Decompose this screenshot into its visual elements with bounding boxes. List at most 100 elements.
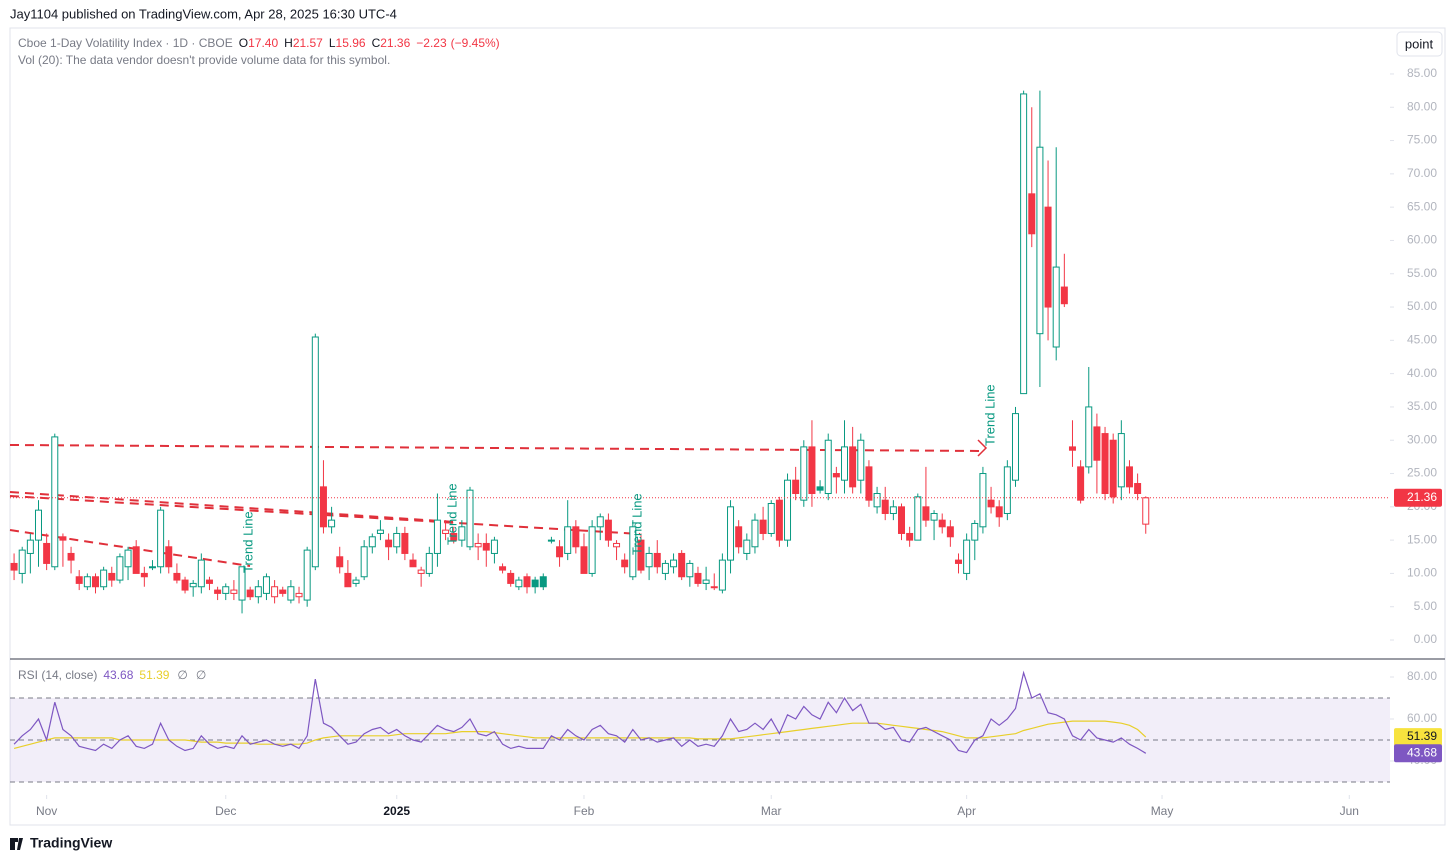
candle-body	[1142, 497, 1150, 525]
candle-body	[1093, 426, 1101, 461]
candle-body	[889, 506, 897, 514]
candle-body	[767, 502, 775, 534]
candle-body	[596, 516, 604, 528]
rsi-na: ∅	[196, 668, 206, 682]
candle-body	[148, 566, 156, 569]
y-tick-label: 70.00	[1407, 166, 1437, 180]
candle-body	[1134, 483, 1142, 495]
candle-body	[898, 506, 906, 534]
y-tick-label: 30.00	[1407, 432, 1437, 446]
candle-body	[433, 519, 441, 554]
candle-body	[914, 496, 922, 541]
ohlc-value: 21.57	[293, 36, 323, 50]
ohlc-prefix: O	[239, 36, 248, 50]
candle-body	[710, 586, 718, 589]
point-button[interactable]	[1396, 31, 1443, 57]
y-tick-label: 35.00	[1407, 399, 1437, 413]
y-tick-label: 10.00	[1407, 566, 1437, 580]
candle-body	[881, 499, 889, 514]
rsi-na: ∅	[177, 668, 187, 682]
y-tick-label: 60.00	[1407, 233, 1437, 247]
candle-body	[539, 576, 547, 588]
candle-body	[83, 576, 91, 588]
candle-body	[653, 552, 661, 568]
y-tick-label: 45.00	[1407, 333, 1437, 347]
point-button-label[interactable]: point	[1405, 36, 1434, 51]
footer-logo: TradingView	[30, 835, 112, 851]
candle-body	[108, 572, 116, 581]
candle-body	[1117, 433, 1125, 488]
ohlc-value: 17.40	[248, 36, 278, 50]
header: Jay1104 published on TradingView.com, Ap…	[10, 6, 397, 21]
candle-body	[694, 572, 702, 584]
candle-body	[946, 526, 954, 538]
candle-body	[556, 546, 564, 558]
candle-body	[759, 519, 767, 534]
last-price-label: 21.36	[1407, 490, 1437, 504]
candle-body	[474, 542, 482, 548]
candle-body	[1028, 193, 1036, 235]
x-tick-label: Feb	[574, 804, 595, 818]
annotation: Trend Line	[982, 384, 997, 446]
y-tick-label: 15.00	[1407, 532, 1437, 546]
candle-body	[531, 579, 539, 588]
symbol-title: Cboe 1-Day Volatility Index · 1D · CBOE	[18, 36, 233, 50]
candle-body	[458, 526, 466, 541]
candle-body	[873, 493, 881, 508]
candle-body	[580, 546, 588, 574]
candle-body	[67, 552, 75, 561]
candle-body	[775, 499, 783, 541]
candle-body	[254, 586, 262, 598]
candle-body	[271, 586, 279, 598]
x-tick-label: Nov	[36, 804, 57, 818]
annotation: Trend Line	[629, 493, 644, 555]
candle-body	[588, 526, 596, 574]
rsi-legend-value: 43.68	[103, 668, 133, 682]
annotation: Trend Line	[444, 483, 459, 545]
rsi-title: RSI (14, close)	[18, 668, 97, 682]
candle-body	[1101, 433, 1109, 495]
candle-body	[482, 542, 490, 551]
candle-body	[287, 586, 295, 601]
x-tick-label: Apr	[957, 804, 976, 818]
y-tick-label: 65.00	[1407, 199, 1437, 213]
rsi-last-box	[1394, 744, 1442, 763]
candle-body	[808, 446, 816, 495]
candle-body	[1109, 439, 1117, 498]
rsi-ma-last-label: 51.39	[1407, 729, 1437, 743]
candle-body	[547, 539, 555, 542]
candle-body	[841, 446, 849, 481]
candle-body	[197, 559, 205, 588]
candle-body	[735, 526, 743, 548]
candle-body	[1125, 466, 1133, 488]
candle-body	[75, 576, 83, 584]
candle-body	[116, 556, 124, 581]
candle-body	[645, 552, 653, 568]
candle-body	[922, 506, 930, 521]
candle-body	[564, 526, 572, 554]
annotation: Trend Line	[240, 511, 255, 573]
ohlc-value: 15.96	[336, 36, 366, 50]
candle-body	[1060, 286, 1068, 305]
candle-body	[18, 549, 26, 574]
candle-body	[954, 559, 962, 564]
candle-body	[238, 566, 246, 601]
candle-body	[214, 589, 222, 594]
candle-body	[140, 572, 148, 578]
candle-body	[849, 446, 857, 488]
candle-body	[1085, 406, 1093, 468]
candle-body	[629, 526, 637, 578]
candle-body	[906, 532, 914, 541]
y-tick-label: 80.00	[1407, 99, 1437, 113]
logo-icon	[10, 838, 23, 850]
candle-body	[157, 509, 165, 568]
candle-body	[393, 532, 401, 548]
y-tick-label: 55.00	[1407, 266, 1437, 280]
y-tick-label: 0.00	[1414, 632, 1438, 646]
y-tick-label: 25.00	[1407, 466, 1437, 480]
candle-body	[515, 579, 523, 588]
candle-body	[409, 559, 417, 568]
rsi-y-tick-label: 60.00	[1407, 711, 1437, 725]
x-tick-label: Jun	[1340, 804, 1359, 818]
candle-body	[450, 532, 458, 541]
